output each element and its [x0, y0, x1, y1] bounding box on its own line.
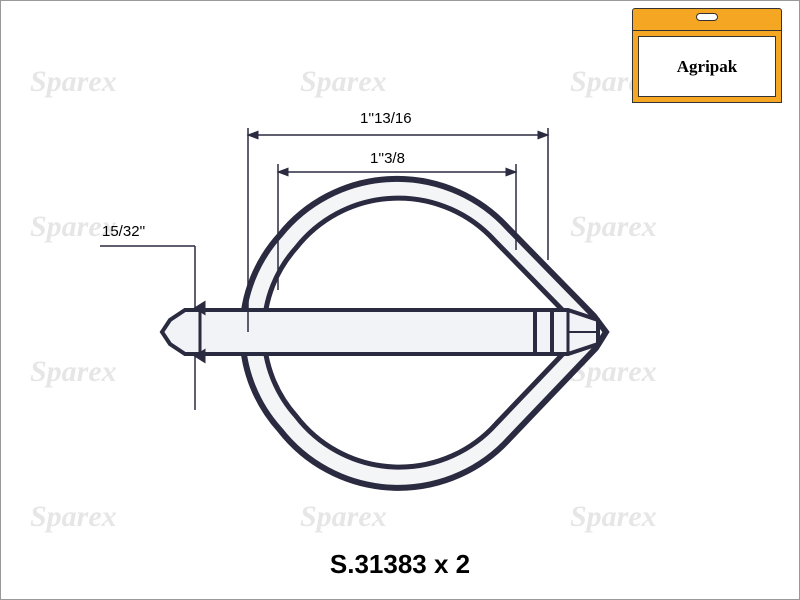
dim-label-width-outer: 1''13/16	[360, 110, 412, 127]
agripak-brand-label: Agripak	[677, 57, 737, 77]
linch-pin-diagram: 1''13/16 1''3/8 15/32''	[100, 80, 660, 500]
package-hang-hole	[696, 13, 718, 21]
dim-label-width-inner: 1''3/8	[370, 150, 405, 167]
pin-body	[162, 310, 598, 354]
part-number-label: S.31383 x 2	[0, 549, 800, 580]
dim-label-pin-diameter: 15/32''	[102, 223, 145, 240]
diagram-svg	[100, 80, 660, 500]
package-header	[632, 8, 782, 30]
